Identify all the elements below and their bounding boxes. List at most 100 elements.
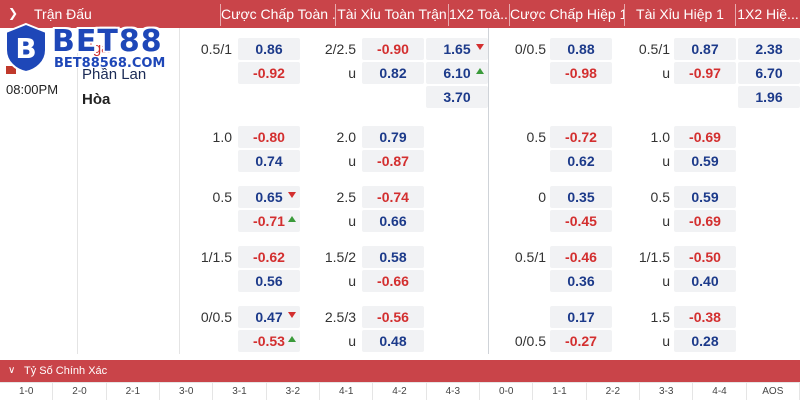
correct-score-option[interactable]: 2-2 xyxy=(587,383,640,400)
h1-ou-under-label: u xyxy=(662,153,670,169)
chevron-down-icon[interactable]: ∨ xyxy=(8,365,16,376)
ft-1x2-away[interactable]: 6.10 xyxy=(426,62,488,84)
correct-score-option[interactable]: 4-2 xyxy=(373,383,427,400)
h1-handicap-home-odds[interactable]: 0.88 xyxy=(550,38,612,60)
correct-score-option[interactable]: 2-1 xyxy=(107,383,160,400)
h1-ou-under-label: u xyxy=(662,273,670,289)
ft-handicap-away-odds[interactable]: 0.74 xyxy=(238,150,300,172)
ft-1x2-draw[interactable]: 3.70 xyxy=(426,86,488,108)
correct-score-option[interactable]: 0-0 xyxy=(480,383,534,400)
team-column xyxy=(78,28,180,354)
h1-ou-under-odds[interactable]: -0.97 xyxy=(674,62,736,84)
h1-handicap-away-odds[interactable]: -0.98 xyxy=(550,62,612,84)
ft-ou-under-label: u xyxy=(348,213,356,229)
h1-handicap-home-odds[interactable]: 0.35 xyxy=(550,186,612,208)
ft-handicap-home-odds[interactable]: 0.65 xyxy=(238,186,300,208)
correct-score-option[interactable]: 3-2 xyxy=(267,383,320,400)
h1-handicap-home-odds[interactable]: -0.46 xyxy=(550,246,612,268)
ft-handicap-home-odds[interactable]: -0.62 xyxy=(238,246,300,268)
h1-handicap-away-odds[interactable]: -0.27 xyxy=(550,330,612,352)
ft-ou-under-odds[interactable]: 0.48 xyxy=(362,330,424,352)
correct-score-option[interactable]: 3-0 xyxy=(160,383,214,400)
ft-ou-over-odds[interactable]: 0.58 xyxy=(362,246,424,268)
correct-score-option[interactable]: 1-0 xyxy=(0,383,54,400)
header-h1-1x2[interactable]: 1X2 Hiệ... xyxy=(737,6,799,22)
ft-ou-over-odds[interactable]: 0.79 xyxy=(362,126,424,148)
ft-ou-under-odds[interactable]: -0.87 xyxy=(362,150,424,172)
h1-ou-under-label: u xyxy=(662,65,670,81)
header-h1-over-under[interactable]: Tài Xỉu Hiệp 1 xyxy=(636,6,724,22)
h1-handicap-line-alt: 0/0.5 xyxy=(514,333,546,349)
svg-text:B: B xyxy=(15,32,36,65)
up-arrow-icon xyxy=(288,336,296,342)
ft-handicap-away-odds[interactable]: -0.71 xyxy=(238,210,300,232)
ft-handicap-home-odds[interactable]: 0.86 xyxy=(238,38,300,60)
header-ft-1x2[interactable]: 1X2 Toà... xyxy=(449,6,509,22)
ft-ou-line: 2.5/3 xyxy=(324,309,356,325)
ft-handicap-home-odds[interactable]: -0.80 xyxy=(238,126,300,148)
correct-score-option[interactable]: 4-4 xyxy=(693,383,747,400)
match-column-header: Trận Đấu xyxy=(34,6,92,22)
away-team[interactable]: Phần Lan xyxy=(82,66,147,83)
h1-ou-line: 1.5 xyxy=(650,309,670,325)
ft-ou-line: 2/2.5 xyxy=(324,41,356,57)
h1-ou-line: 1/1.5 xyxy=(638,249,670,265)
ft-handicap-home-odds[interactable]: 0.47 xyxy=(238,306,300,328)
ft-handicap-line: 1/1.5 xyxy=(200,249,232,265)
h1-ou-under-odds[interactable]: 0.40 xyxy=(674,270,736,292)
h1-ou-over-odds[interactable]: 0.59 xyxy=(674,186,736,208)
ft-handicap-away-odds[interactable]: -0.92 xyxy=(238,62,300,84)
h1-handicap-away-odds[interactable]: -0.45 xyxy=(550,210,612,232)
h1-ou-under-odds[interactable]: 0.59 xyxy=(674,150,736,172)
correct-score-option[interactable]: 3-3 xyxy=(640,383,694,400)
ft-ou-under-odds[interactable]: 0.82 xyxy=(362,62,424,84)
h1-ou-over-odds[interactable]: -0.50 xyxy=(674,246,736,268)
h1-1x2-draw[interactable]: 1.96 xyxy=(738,86,800,108)
correct-score-option[interactable]: AOS xyxy=(747,383,800,400)
ft-ou-under-label: u xyxy=(348,273,356,289)
ft-handicap-line: 0.5/1 xyxy=(200,41,232,57)
ft-handicap-line: 1.0 xyxy=(212,129,232,145)
ft-ou-under-label: u xyxy=(348,333,356,349)
h1-ou-under-label: u xyxy=(662,213,670,229)
h1-ou-under-odds[interactable]: -0.69 xyxy=(674,210,736,232)
ft-ou-under-label: u xyxy=(348,65,356,81)
h1-handicap-line xyxy=(504,307,546,327)
ft-ou-over-odds[interactable]: -0.74 xyxy=(362,186,424,208)
correct-score-option[interactable]: 2-0 xyxy=(53,383,107,400)
h1-handicap-line: 0.5/1 xyxy=(514,249,546,265)
ft-ou-over-odds[interactable]: -0.56 xyxy=(362,306,424,328)
h1-ou-under-odds[interactable]: 0.28 xyxy=(674,330,736,352)
down-arrow-icon xyxy=(288,192,296,198)
correct-score-option[interactable]: 4-1 xyxy=(320,383,374,400)
correct-score-option[interactable]: 3-1 xyxy=(213,383,267,400)
chevron-right-icon[interactable]: ❯ xyxy=(8,6,19,20)
ft-ou-under-label: u xyxy=(348,153,356,169)
ft-ou-under-odds[interactable]: -0.66 xyxy=(362,270,424,292)
h1-ou-over-odds[interactable]: -0.69 xyxy=(674,126,736,148)
h1-ou-over-odds[interactable]: 0.87 xyxy=(674,38,736,60)
h1-ou-over-odds[interactable]: -0.38 xyxy=(674,306,736,328)
h1-handicap-home-odds[interactable]: 0.17 xyxy=(550,306,612,328)
ft-handicap-away-odds[interactable]: -0.53 xyxy=(238,330,300,352)
home-team[interactable]: Nga xyxy=(82,40,110,57)
h1-handicap-home-odds[interactable]: -0.72 xyxy=(550,126,612,148)
correct-score-header[interactable]: ∨ Tỷ Số Chính Xác xyxy=(0,360,800,382)
ft-handicap-away-odds[interactable]: 0.56 xyxy=(238,270,300,292)
header-ft-over-under[interactable]: Tài Xỉu Toàn Trận xyxy=(337,6,447,22)
ft-ou-under-odds[interactable]: 0.66 xyxy=(362,210,424,232)
up-arrow-icon xyxy=(288,216,296,222)
correct-score-row: 1-0 2-0 2-1 3-0 3-1 3-2 4-1 4-2 4-3 0-0 1-1 2-2 3-3 4… xyxy=(0,382,800,400)
h1-handicap-away-odds[interactable]: 0.62 xyxy=(550,150,612,172)
header-h1-handicap[interactable]: Cược Chấp Hiệp 1 xyxy=(510,6,624,22)
h1-handicap-away-odds[interactable]: 0.36 xyxy=(550,270,612,292)
h1-1x2-away[interactable]: 6.70 xyxy=(738,62,800,84)
ft-ou-line: 2.5 xyxy=(336,189,356,205)
ft-ou-over-odds[interactable]: -0.90 xyxy=(362,38,424,60)
h1-ou-line: 0.5 xyxy=(650,189,670,205)
correct-score-option[interactable]: 1-1 xyxy=(533,383,587,400)
h1-1x2-home[interactable]: 2.38 xyxy=(738,38,800,60)
header-ft-handicap[interactable]: Cược Chấp Toàn ... xyxy=(221,6,335,22)
correct-score-option[interactable]: 4-3 xyxy=(427,383,480,400)
ft-1x2-home[interactable]: 1.65 xyxy=(426,38,488,60)
